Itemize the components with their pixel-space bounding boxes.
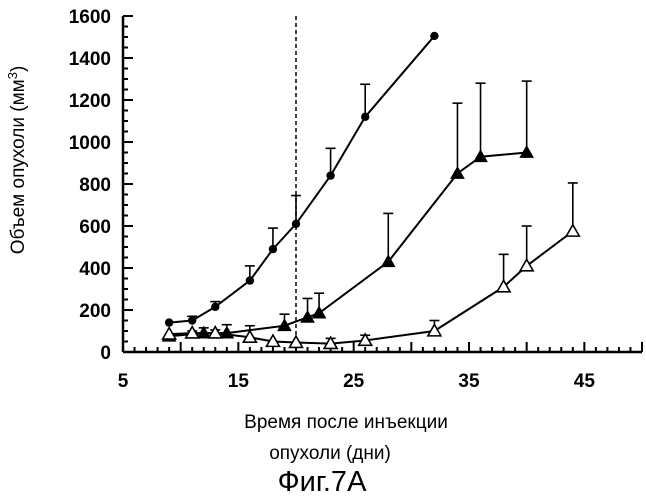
data-point xyxy=(564,223,581,237)
data-point xyxy=(164,318,174,327)
series-layer xyxy=(161,16,581,352)
data-point xyxy=(300,309,315,323)
data-point xyxy=(495,278,512,293)
series-line xyxy=(169,151,527,338)
y-tick-label: 1600 xyxy=(69,7,111,28)
x-tick-label: 5 xyxy=(118,371,129,392)
data-point xyxy=(519,144,535,158)
x-tick-label: 25 xyxy=(343,371,365,392)
y-tick-label: 400 xyxy=(79,259,111,280)
data-point xyxy=(380,254,396,268)
data-point xyxy=(291,219,301,229)
axis-ticks xyxy=(122,15,643,353)
data-point xyxy=(241,329,258,343)
tick-labels: 5 15 25 35 45 0 200 400 600 800 1000 1200 1400 1600 xyxy=(69,7,596,392)
y-tick-label: 600 xyxy=(79,217,111,238)
data-point xyxy=(473,149,488,163)
data-point xyxy=(357,332,374,347)
y-axis-label-main: Объем опухоли (мм xyxy=(8,79,29,254)
y-tick-label: 800 xyxy=(79,175,111,196)
data-point xyxy=(311,305,327,319)
data-point xyxy=(518,257,535,272)
x-tick-label: 35 xyxy=(458,371,480,392)
data-point xyxy=(430,31,439,41)
data-point xyxy=(265,333,281,348)
data-point xyxy=(207,324,224,339)
data-point xyxy=(361,112,370,122)
series-filled-circle xyxy=(164,31,439,327)
data-point xyxy=(322,335,339,350)
x-tick-label: 15 xyxy=(228,371,250,392)
series-line xyxy=(169,35,436,324)
data-point xyxy=(288,334,304,349)
x-tick-label: 45 xyxy=(574,371,596,392)
data-point xyxy=(268,244,278,254)
data-point xyxy=(161,326,178,340)
y-axis-label-sup: 3 xyxy=(5,72,20,79)
y-tick-label: 0 xyxy=(100,343,111,364)
series-filled-triangle xyxy=(161,80,535,342)
data-point xyxy=(245,276,255,285)
y-tick-label: 1200 xyxy=(69,91,111,112)
data-point xyxy=(211,302,220,312)
data-point xyxy=(426,322,443,337)
y-tick-label: 1400 xyxy=(69,49,111,70)
axes xyxy=(121,16,642,354)
series-open-triangle xyxy=(161,182,581,350)
data-point xyxy=(188,316,197,325)
data-point xyxy=(326,171,335,180)
data-point xyxy=(450,165,465,179)
data-point xyxy=(277,318,292,332)
x-axis-label-line2: опухоли (дни) xyxy=(269,443,391,464)
x-axis-label-line1: Время после инъекции xyxy=(244,412,448,433)
y-axis-label-close: ) xyxy=(8,66,29,72)
figure-caption: Фиг.7А xyxy=(278,466,367,498)
y-axis-label: Объем опухоли (мм3) xyxy=(5,66,30,255)
y-tick-label: 200 xyxy=(79,301,111,322)
series-line xyxy=(169,230,574,345)
data-point xyxy=(184,324,201,339)
y-tick-label: 1000 xyxy=(69,133,111,154)
